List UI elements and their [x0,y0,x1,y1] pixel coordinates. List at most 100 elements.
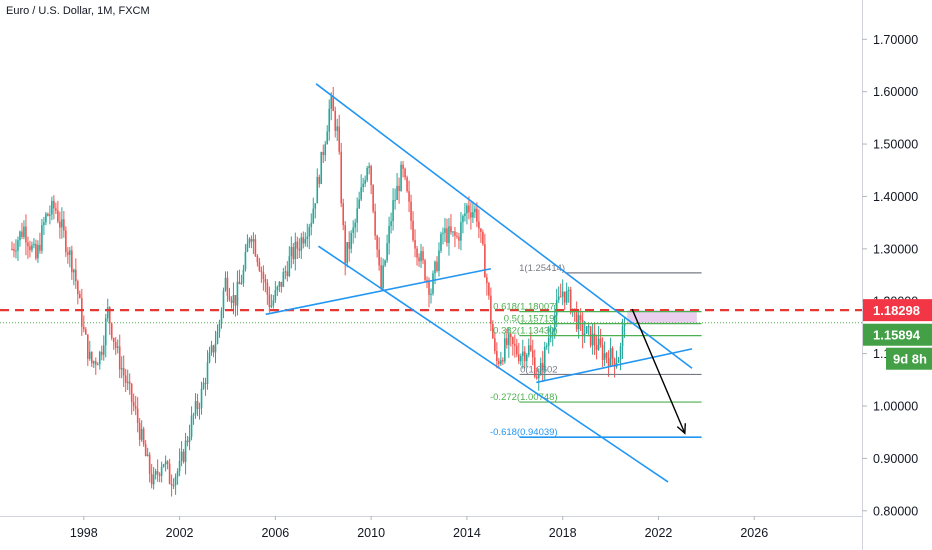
candle-body [110,323,113,338]
candle-body [160,466,163,476]
candle-body [266,282,269,295]
candle-body [370,166,372,186]
candle-body [338,126,341,152]
candle-body [164,461,167,465]
candle-body [583,333,586,336]
candle-body [533,357,536,377]
candle-body [166,461,169,464]
candle-body [472,212,474,218]
candle-body [466,205,468,214]
candle-body [557,296,560,300]
candle-body [458,236,460,241]
candle-body [535,376,538,379]
candle-body [75,269,77,282]
candle-body [543,346,546,371]
candle-body [174,476,177,486]
candle-body [100,351,103,355]
candle-body [86,334,89,359]
candle-body [541,363,544,371]
candle-body [476,208,478,222]
candle-body [180,451,183,461]
candle-body [613,358,616,367]
candle-body [19,231,21,241]
candle-body [474,208,476,213]
candle-body [364,180,366,184]
candle-body [83,326,85,330]
candle-body [402,164,404,169]
candle-body [63,219,65,231]
candle-body [368,166,370,169]
candle-body [182,451,185,462]
fib-level-label: 0(1.0602 [520,364,558,375]
candle-body [442,232,444,234]
candle-body [278,281,281,287]
candle-body [39,244,41,251]
candle-body [250,238,253,242]
candle-body [29,246,31,251]
candle-body [452,231,454,233]
candle-body [144,444,147,457]
candle-body [136,408,139,423]
candle-body [172,485,175,487]
candle-body [456,235,458,237]
candle-body [464,213,466,217]
candle-body [81,298,83,327]
candle-body [94,361,97,365]
candle-body [21,231,23,237]
candle-body [59,221,61,228]
candle-body [593,333,596,346]
chart-title: Euro / U.S. Dollar, 1M, FXCM [6,5,150,17]
candle-body [192,414,195,416]
candle-body [492,323,494,339]
candle-body [170,483,173,486]
candle-body [398,185,400,191]
x-tick-label: 2014 [453,526,481,540]
candle-body [226,277,229,296]
candle-body [555,299,558,316]
candle-body [545,345,548,347]
candle-body [300,237,303,251]
candle-body [104,318,107,346]
candle-body [114,341,117,348]
candle-body [414,240,416,249]
candle-body [260,270,263,273]
candle-body [202,382,205,389]
candle-body [559,296,562,298]
candle-body [27,242,29,247]
trend-line [315,83,693,369]
candle-body [272,300,275,306]
candle-body [308,227,311,237]
candle-body [340,151,343,204]
current-price-tag [863,323,932,346]
candle-body [575,310,578,330]
candle-body [408,191,410,202]
candle-body [240,282,243,285]
x-tick-label: 1998 [70,526,98,540]
candle-body [154,471,157,475]
candle-body [611,348,614,359]
candle-body [332,96,335,111]
candle-body [150,473,153,485]
candle-body [512,337,514,345]
candle-body [304,239,307,244]
candle-body [362,183,364,188]
candle-body [282,272,285,287]
candle-body [33,243,35,246]
candle-body [196,401,199,409]
candle-body [617,359,620,363]
candle-body [529,345,532,351]
candle-body [502,360,504,362]
candle-body [108,307,111,324]
candle-body [302,237,305,244]
candle-body [218,321,221,332]
candle-body [527,345,530,355]
candle-body [31,245,33,251]
candle-body [386,243,388,261]
candle-body [420,251,422,262]
candle-body [396,185,398,200]
candle-body [298,248,301,251]
candle-body [382,265,384,288]
candle-body [508,333,510,346]
candle-body [428,280,430,295]
